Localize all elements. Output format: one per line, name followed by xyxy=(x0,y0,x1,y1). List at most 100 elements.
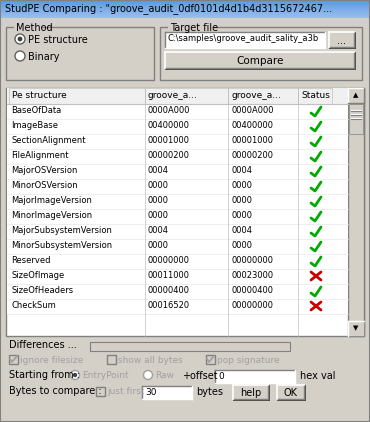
Text: 0000: 0000 xyxy=(231,241,252,250)
Text: MajorImageVersion: MajorImageVersion xyxy=(11,196,92,205)
Bar xyxy=(0,7,370,8)
Bar xyxy=(0,0,370,1)
Text: Method: Method xyxy=(16,23,53,33)
Bar xyxy=(0,9,370,10)
Bar xyxy=(145,88,228,104)
Text: 0004: 0004 xyxy=(231,166,252,175)
Bar xyxy=(7,254,348,269)
Text: EntryPoint: EntryPoint xyxy=(82,371,129,380)
Bar xyxy=(9,355,18,364)
Text: show all bytes: show all bytes xyxy=(118,356,183,365)
Text: help: help xyxy=(240,388,262,398)
Text: BaseOfData: BaseOfData xyxy=(11,106,61,115)
Text: Bytes to compare :: Bytes to compare : xyxy=(9,386,102,396)
Text: Differences ...: Differences ... xyxy=(9,340,77,350)
Bar xyxy=(0,8,370,9)
Text: MajorSubsystemVersion: MajorSubsystemVersion xyxy=(11,226,112,235)
Text: StudPE Comparing : "groove_audit_0df0101d4d1b4d3115672467...: StudPE Comparing : "groove_audit_0df0101… xyxy=(5,3,332,14)
Bar xyxy=(7,149,348,164)
Text: 00016520: 00016520 xyxy=(148,301,190,310)
Bar xyxy=(329,32,355,48)
Bar xyxy=(348,88,364,103)
Bar xyxy=(7,239,348,254)
Circle shape xyxy=(73,373,77,377)
Circle shape xyxy=(15,34,25,44)
Circle shape xyxy=(15,51,25,61)
Bar xyxy=(0,15,370,16)
Text: 00000000: 00000000 xyxy=(148,256,190,265)
Bar xyxy=(0,6,370,7)
Text: 0000: 0000 xyxy=(148,196,169,205)
Text: ▼: ▼ xyxy=(353,325,359,332)
Text: 0000: 0000 xyxy=(148,241,169,250)
Text: 00400000: 00400000 xyxy=(231,121,273,130)
Text: 00000200: 00000200 xyxy=(231,151,273,160)
Bar xyxy=(7,88,348,104)
Bar xyxy=(7,179,348,194)
Text: SizeOfImage: SizeOfImage xyxy=(11,271,64,280)
Bar xyxy=(349,104,363,134)
Text: Reserved: Reserved xyxy=(11,256,50,265)
Bar xyxy=(0,17,370,18)
Circle shape xyxy=(71,371,80,379)
Bar xyxy=(0,4,370,5)
Bar xyxy=(6,27,154,80)
Text: ignore filesize: ignore filesize xyxy=(20,356,83,365)
Text: MinorOSVersion: MinorOSVersion xyxy=(11,181,78,190)
Bar xyxy=(0,3,370,4)
Bar xyxy=(165,32,325,48)
Bar xyxy=(107,355,116,364)
Bar xyxy=(277,385,305,400)
Text: SectionAlignment: SectionAlignment xyxy=(11,136,85,145)
Text: MinorSubsystemVersion: MinorSubsystemVersion xyxy=(11,241,112,250)
Text: Pe structure: Pe structure xyxy=(12,91,67,100)
Text: 00023000: 00023000 xyxy=(231,271,273,280)
Bar xyxy=(0,11,370,12)
Text: 00000400: 00000400 xyxy=(148,286,190,295)
Text: 00011000: 00011000 xyxy=(148,271,190,280)
Text: Raw: Raw xyxy=(155,371,174,380)
Text: 00000000: 00000000 xyxy=(231,256,273,265)
Text: Compare: Compare xyxy=(236,56,284,66)
Text: OK: OK xyxy=(284,388,298,398)
Text: ...: ... xyxy=(337,35,346,46)
Bar xyxy=(348,88,364,336)
Text: CheckSum: CheckSum xyxy=(11,301,56,310)
Bar xyxy=(7,269,348,284)
Text: MinorImageVersion: MinorImageVersion xyxy=(11,211,92,220)
Text: 00400000: 00400000 xyxy=(148,121,190,130)
Bar xyxy=(0,1,370,2)
Bar xyxy=(215,370,295,383)
Text: 0000: 0000 xyxy=(231,211,252,220)
Circle shape xyxy=(18,37,23,41)
Text: 00001000: 00001000 xyxy=(231,136,273,145)
Text: Status: Status xyxy=(301,91,330,100)
Text: bytes: bytes xyxy=(196,387,223,397)
Text: 0004: 0004 xyxy=(148,166,169,175)
Text: ImageBase: ImageBase xyxy=(11,121,58,130)
Bar xyxy=(7,209,348,224)
Bar xyxy=(228,88,298,104)
Text: 00000000: 00000000 xyxy=(231,301,273,310)
Bar xyxy=(348,321,364,336)
Bar xyxy=(7,164,348,179)
Text: just first: just first xyxy=(107,387,144,396)
Bar xyxy=(0,13,370,14)
Bar xyxy=(0,5,370,6)
Text: Binary: Binary xyxy=(28,52,60,62)
Bar xyxy=(96,387,105,396)
Circle shape xyxy=(144,371,152,379)
Bar xyxy=(14,22,41,31)
Bar xyxy=(165,52,355,69)
Bar xyxy=(7,119,348,134)
Text: C:\samples\groove_audit_sality_a3b: C:\samples\groove_audit_sality_a3b xyxy=(167,34,318,43)
Bar xyxy=(168,22,214,31)
Bar xyxy=(206,355,215,364)
Text: 00000400: 00000400 xyxy=(231,286,273,295)
Text: 0000A000: 0000A000 xyxy=(148,106,191,115)
Text: 00001000: 00001000 xyxy=(148,136,190,145)
Text: 0000: 0000 xyxy=(148,211,169,220)
Bar xyxy=(142,386,192,399)
Bar xyxy=(233,385,269,400)
Text: Starting from :: Starting from : xyxy=(9,370,80,380)
